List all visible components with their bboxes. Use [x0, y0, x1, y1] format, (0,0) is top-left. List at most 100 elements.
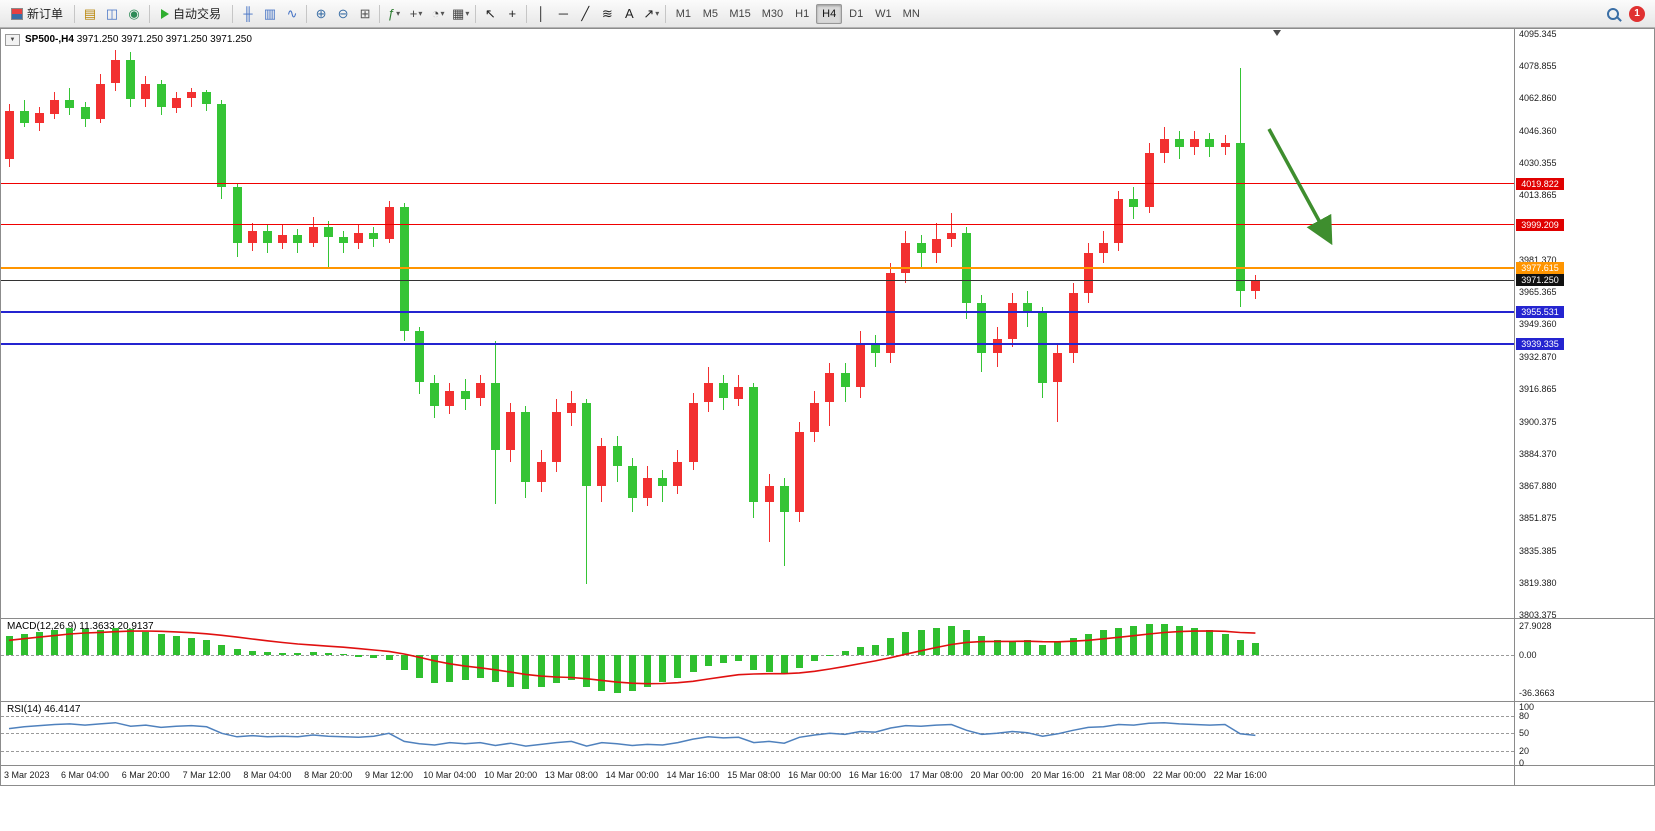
rsi-axis-label: 100: [1519, 702, 1535, 712]
candle: [734, 386, 744, 399]
timeframe-m30[interactable]: M30: [757, 4, 788, 24]
tile-windows-button[interactable]: ⊞: [354, 3, 376, 25]
horizontal-line-button[interactable]: ─: [552, 3, 574, 25]
macd-zero-line: [1, 655, 1514, 656]
timeframe-m1[interactable]: M1: [670, 4, 696, 24]
macd-histogram-bar: [567, 655, 575, 681]
trendline-button[interactable]: ╱: [574, 3, 596, 25]
candle: [977, 302, 987, 353]
pivot-line[interactable]: [1, 266, 1514, 269]
timeframe-d1[interactable]: D1: [843, 4, 869, 24]
arrows-button[interactable]: ↗ ▾: [640, 3, 662, 25]
navigator-button[interactable]: ◉: [123, 3, 145, 25]
time-axis-label: 20 Mar 16:00: [1031, 770, 1085, 780]
macd-histogram-bar: [947, 625, 955, 655]
rsi-axis-label: 20: [1519, 745, 1530, 756]
timeframe-h4[interactable]: H4: [816, 3, 843, 24]
timeframe-m15[interactable]: M15: [724, 4, 755, 24]
time-axis-label: 16 Mar 16:00: [848, 770, 902, 780]
chart-shift-marker[interactable]: [1273, 30, 1281, 36]
pane-divider[interactable]: [1, 618, 1654, 619]
pane-divider[interactable]: [1, 701, 1654, 702]
symbol-timeframe-label: SP500-,H4: [25, 34, 74, 45]
macd-histogram-bar: [491, 655, 499, 683]
macd-histogram-bar: [66, 627, 74, 655]
zoom-in-icon: ⊕: [315, 6, 327, 21]
timeframe-m5[interactable]: M5: [697, 4, 723, 24]
macd-histogram-bar: [674, 655, 682, 679]
periods-clock-button[interactable]: ◔ ▾: [427, 3, 449, 25]
macd-axis-label: 27.9028: [1519, 620, 1552, 631]
candle: [703, 382, 713, 403]
candle: [1144, 153, 1154, 208]
crosshair-button[interactable]: +: [501, 3, 523, 25]
vertical-line-button[interactable]: │: [530, 3, 552, 25]
candle: [34, 113, 44, 124]
macd-histogram-bar: [233, 648, 241, 655]
line-chart-button[interactable]: ∿: [281, 3, 303, 25]
price-axis-label: 4046.360: [1519, 125, 1557, 136]
cursor-button[interactable]: ↖: [479, 3, 501, 25]
candle: [126, 59, 136, 100]
macd-histogram-bar: [446, 655, 454, 683]
macd-histogram-bar: [385, 655, 393, 661]
time-axis-label: 20 Mar 00:00: [970, 770, 1024, 780]
candle: [627, 466, 637, 499]
search-icon[interactable]: [1607, 7, 1619, 20]
macd-histogram-bar: [263, 651, 271, 656]
candle: [171, 97, 181, 108]
resistance-line-1[interactable]: [1, 183, 1514, 184]
macd-histogram-bar: [902, 631, 910, 655]
zoom-in-button[interactable]: ⊕: [310, 3, 332, 25]
data-window-button[interactable]: ◫: [101, 3, 123, 25]
new-order-button[interactable]: 新订单: [4, 3, 70, 25]
auto-trading-button[interactable]: 自动交易: [154, 3, 228, 25]
auto-trading-label: 自动交易: [173, 7, 222, 21]
timeframe-h1[interactable]: H1: [789, 4, 815, 24]
zoom-out-icon: ⊖: [337, 6, 349, 21]
time-axis-label: 13 Mar 08:00: [544, 770, 598, 780]
resistance-line-2[interactable]: [1, 224, 1514, 226]
new-chart-button[interactable]: + ▾: [405, 3, 427, 25]
candle: [855, 342, 865, 387]
market-watch-button[interactable]: ▤: [79, 3, 101, 25]
macd-label: MACD(12,26,9) 11.3633 20.9137: [7, 621, 154, 632]
macd-histogram-bar: [765, 655, 773, 672]
candle: [1235, 143, 1245, 291]
time-axis-label: 21 Mar 08:00: [1092, 770, 1146, 780]
templates-icon: ▦: [452, 6, 465, 21]
support-line-2[interactable]: [1, 343, 1514, 345]
periods-clock-icon: ◔: [431, 6, 440, 21]
macd-histogram-bar: [1206, 629, 1214, 655]
macd-histogram-bar: [780, 655, 788, 674]
templates-button[interactable]: ▦ ▾: [449, 3, 472, 25]
text-button[interactable]: A: [618, 3, 640, 25]
one-click-trading-toggle[interactable]: ▼: [5, 34, 20, 46]
macd-histogram-bar: [476, 655, 484, 679]
candle: [262, 231, 272, 243]
support-line-1[interactable]: [1, 310, 1514, 313]
candle-wick: [327, 221, 329, 267]
macd-histogram-bar: [795, 655, 803, 668]
indicators-button[interactable]: ƒ ▾: [383, 3, 405, 25]
candle: [141, 83, 151, 100]
crosshair-icon: +: [508, 6, 517, 21]
macd-histogram-bar: [993, 640, 1001, 655]
macd-histogram-bar: [5, 636, 13, 655]
toolbar-separator: [665, 4, 667, 23]
annotation-arrow[interactable]: [1267, 128, 1333, 246]
horizontal-line-icon: ─: [558, 6, 568, 21]
price-chart[interactable]: ▼ SP500-,H4 3971.250 3971.250 3971.250 3…: [0, 28, 1655, 786]
macd-histogram-bar: [324, 652, 332, 655]
macd-histogram-bar: [431, 655, 439, 684]
fibonacci-button[interactable]: ≋: [596, 3, 618, 25]
timeframe-mn[interactable]: MN: [898, 4, 925, 24]
macd-histogram-bar: [978, 636, 986, 655]
time-axis-label: 15 Mar 08:00: [727, 770, 781, 780]
candlestick-button[interactable]: ▥: [259, 3, 281, 25]
macd-histogram-bar: [203, 640, 211, 655]
notification-badge[interactable]: 1: [1629, 5, 1645, 22]
bar-chart-button[interactable]: ╫: [237, 3, 259, 25]
zoom-out-button[interactable]: ⊖: [332, 3, 354, 25]
timeframe-w1[interactable]: W1: [870, 4, 897, 24]
